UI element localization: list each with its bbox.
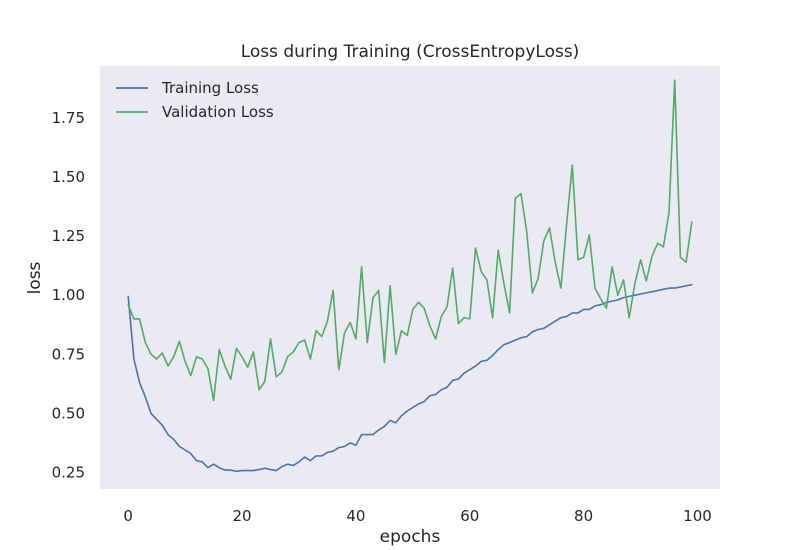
y-tick-label: 0.75 xyxy=(52,345,85,363)
x-axis-label: epochs xyxy=(380,527,441,547)
y-tick-label: 0.50 xyxy=(52,404,85,422)
y-tick-label: 1.00 xyxy=(52,286,85,304)
series-lines xyxy=(127,79,693,473)
y-tick-label: 1.25 xyxy=(52,227,85,245)
plot-area xyxy=(100,66,720,489)
legend-label: Training Loss xyxy=(161,79,259,97)
legend: Training Loss Validation Loss xyxy=(116,79,274,121)
y-tick-label: 0.25 xyxy=(52,464,85,482)
x-tick-label: 40 xyxy=(346,507,365,525)
legend-label: Validation Loss xyxy=(162,103,274,121)
series-line-training-loss xyxy=(127,283,693,473)
x-tick-label: 60 xyxy=(460,507,479,525)
x-tick-label: 0 xyxy=(123,507,133,525)
y-axis-label: loss xyxy=(25,261,45,294)
series-line-validation-loss xyxy=(127,79,693,402)
chart-title: Loss during Training (CrossEntropyLoss) xyxy=(241,42,580,62)
x-axis-ticks: 0 20 40 60 80 100 xyxy=(123,507,711,525)
y-tick-label: 1.50 xyxy=(52,168,85,186)
y-tick-label: 1.75 xyxy=(52,109,85,127)
x-tick-label: 20 xyxy=(232,507,251,525)
x-tick-label: 100 xyxy=(683,507,712,525)
y-axis-ticks: 0.25 0.50 0.75 1.00 1.25 1.50 1.75 xyxy=(52,109,85,482)
x-tick-label: 80 xyxy=(574,507,593,525)
